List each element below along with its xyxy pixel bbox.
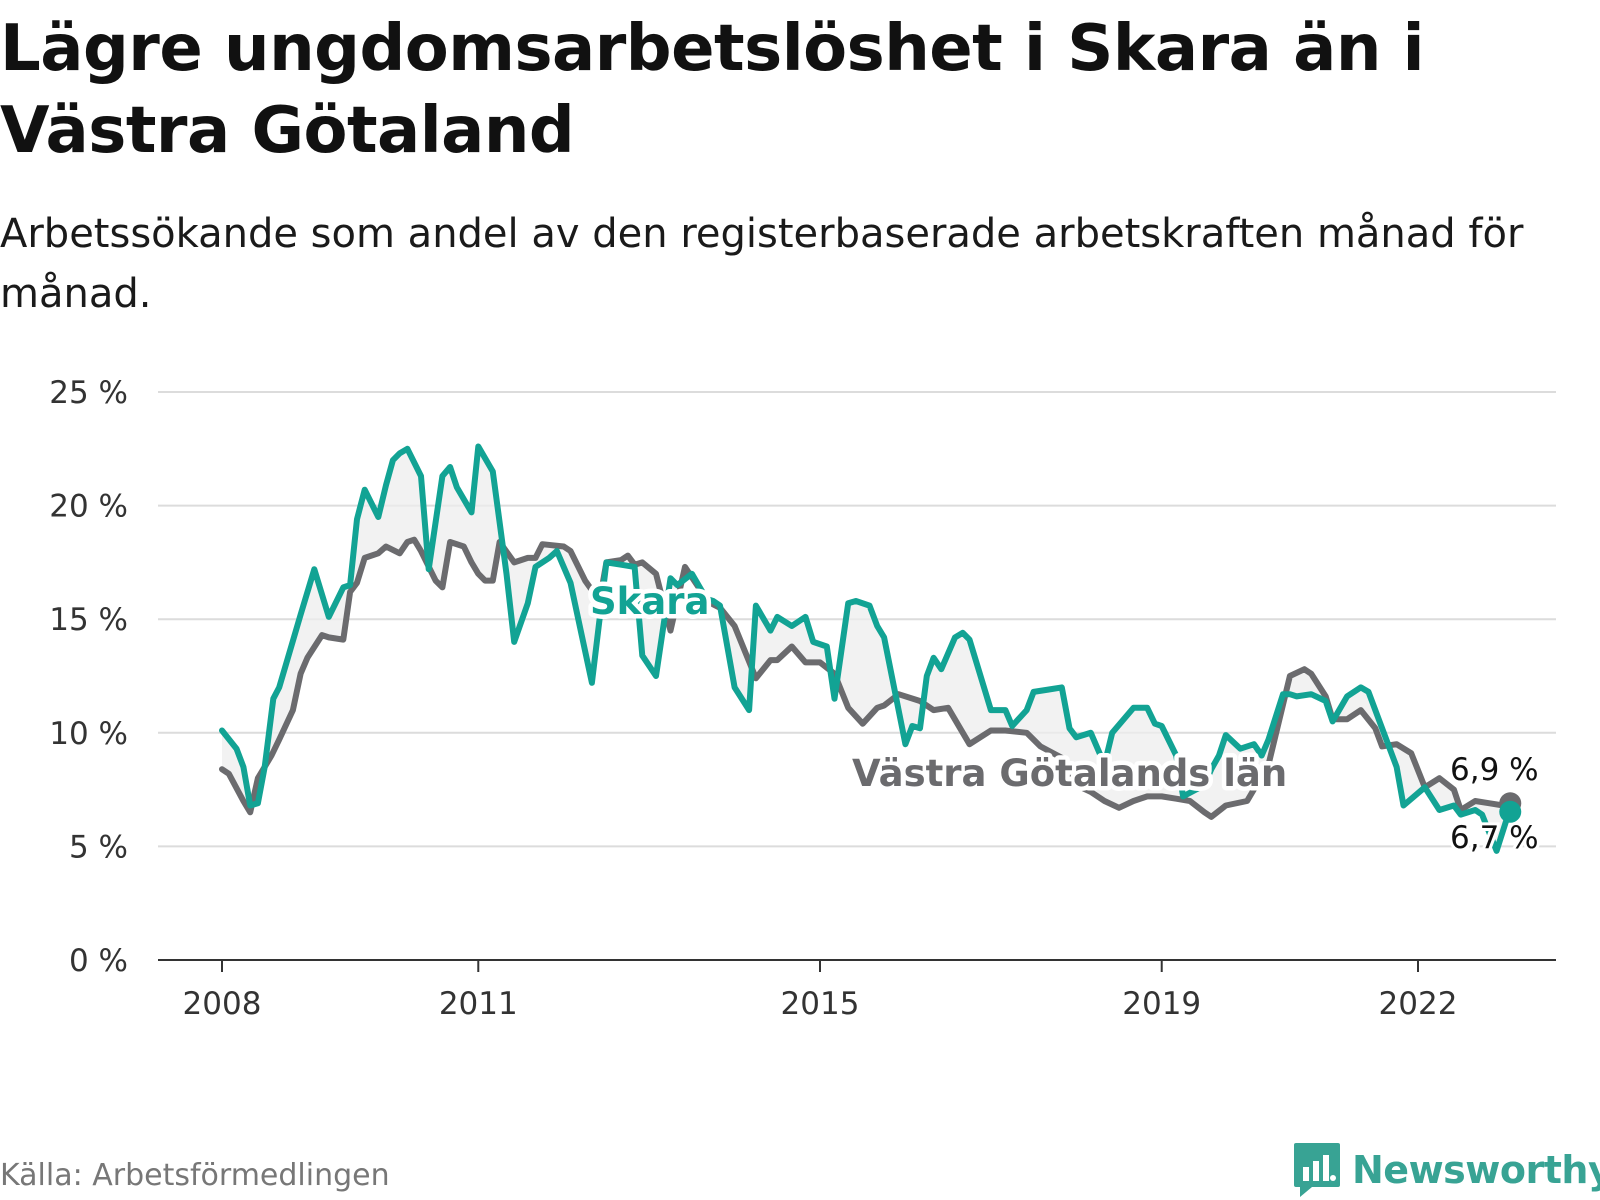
chart-title: Lägre ungdomsarbetslöshet i Skara än i V… xyxy=(0,12,1425,168)
labels: Skara Västra Götalands län 6,9 % 6,7 % xyxy=(586,576,1542,860)
y-tick-label: 10 % xyxy=(49,716,128,752)
x-tick-label: 2015 xyxy=(781,986,860,1022)
x-tick-label: 2019 xyxy=(1122,986,1201,1022)
y-tick-label: 15 % xyxy=(49,602,128,638)
series-lines xyxy=(219,443,1522,854)
difference-area xyxy=(222,446,1511,851)
x-axis: 2008 2011 2015 2019 2022 xyxy=(158,959,1556,1022)
y-tick-label: 0 % xyxy=(69,943,128,979)
end-label-vastra-gotaland: 6,9 % xyxy=(1450,752,1539,788)
newsworthy-logo-icon xyxy=(1294,1143,1340,1197)
brand-name: Newsworthy xyxy=(1352,1148,1600,1192)
x-tick-label: 2011 xyxy=(439,986,518,1022)
x-tick-label: 2008 xyxy=(183,986,262,1022)
line-chart: 0 %5 %10 %15 %20 %25 % 2008 2011 2015 2019 2… xyxy=(49,375,1556,1022)
x-tick-label: 2022 xyxy=(1379,986,1458,1022)
series-line-vastra-gotaland xyxy=(219,536,1514,820)
difference-fill xyxy=(222,446,1511,851)
end-label-skara: 6,7 % xyxy=(1450,820,1539,856)
source-note: Källa: Arbetsförmedlingen xyxy=(0,1158,390,1193)
chart-subtitle: Arbetssökande som andel av den registerb… xyxy=(0,211,1524,317)
series-label-vastra-gotaland: Västra Götalands län xyxy=(852,752,1287,795)
y-tick-label: 5 % xyxy=(69,829,128,865)
end-point-skara xyxy=(1499,800,1522,823)
series-line-skara xyxy=(219,443,1514,854)
y-tick-label: 20 % xyxy=(49,489,128,525)
grid-lines: 0 % 5 % 10 % 15 % 20 % 25 % xyxy=(49,375,1556,979)
y-tick-label: 25 % xyxy=(49,375,128,411)
brand-logo[interactable]: Newsworthy xyxy=(1292,1140,1600,1200)
series-label-skara: Skara xyxy=(590,580,709,623)
